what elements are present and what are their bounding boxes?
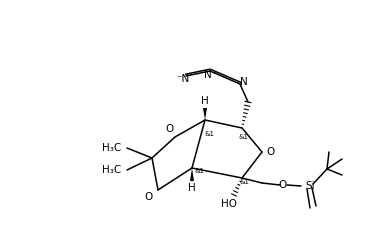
- Text: N: N: [240, 77, 248, 87]
- Text: &1: &1: [205, 131, 215, 137]
- Text: O: O: [279, 180, 287, 190]
- Text: H: H: [188, 183, 196, 193]
- Text: N⁺: N⁺: [204, 70, 218, 80]
- Text: ⁻N: ⁻N: [176, 74, 190, 84]
- Polygon shape: [190, 168, 194, 181]
- Text: O: O: [145, 192, 153, 202]
- Text: H₃C: H₃C: [102, 143, 121, 153]
- Text: &1: &1: [195, 168, 205, 174]
- Text: &1: &1: [240, 179, 250, 185]
- Text: O: O: [166, 124, 174, 134]
- Text: Si: Si: [305, 181, 315, 191]
- Text: H: H: [201, 96, 209, 106]
- Text: H₃C: H₃C: [102, 165, 121, 175]
- Polygon shape: [203, 108, 207, 120]
- Text: HO: HO: [221, 199, 237, 209]
- Text: &1: &1: [239, 134, 249, 140]
- Text: O: O: [267, 147, 275, 157]
